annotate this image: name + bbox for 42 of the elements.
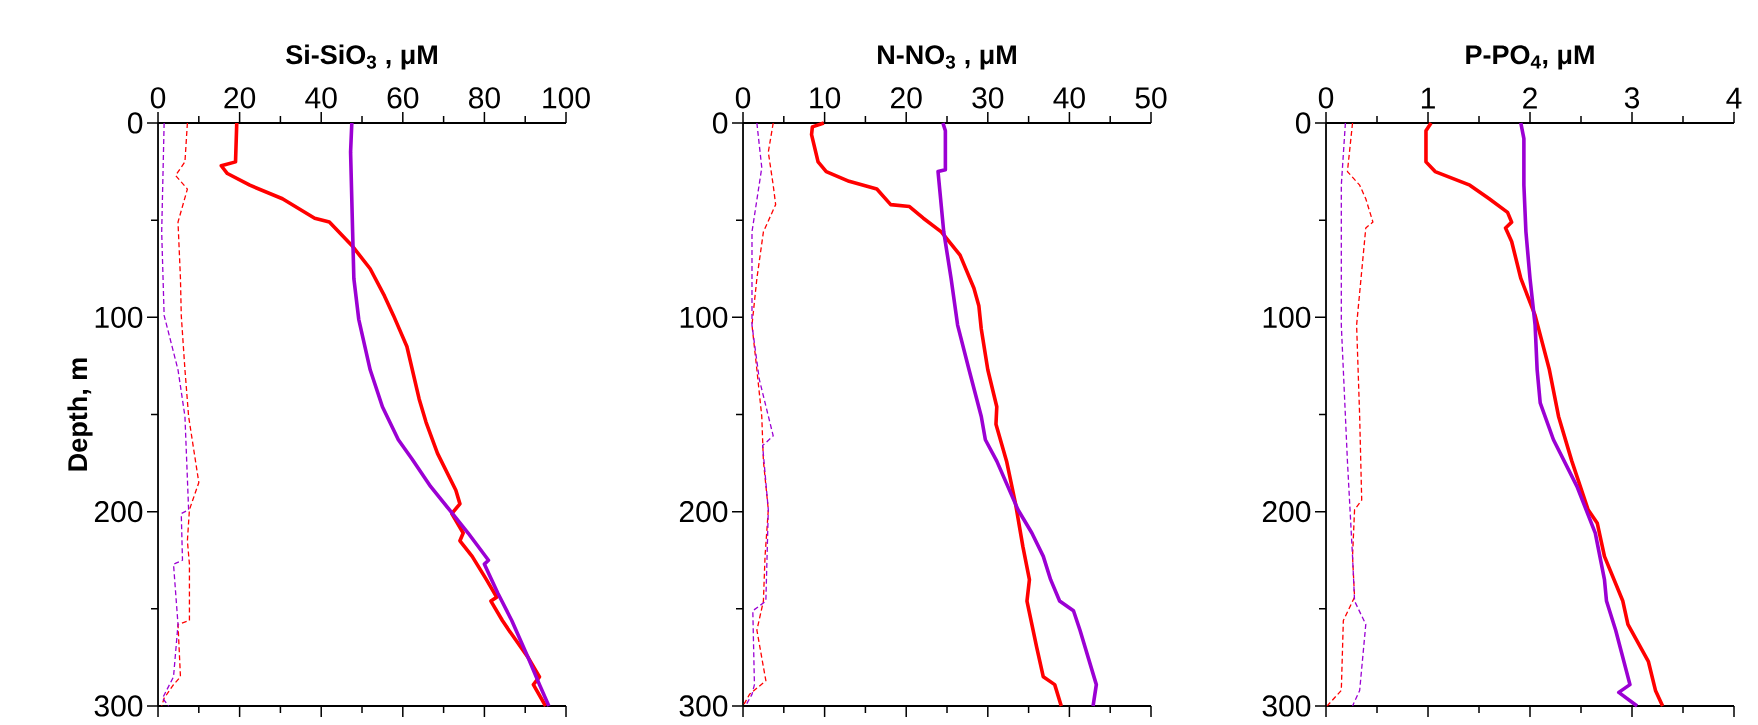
x-tick-label: 0 — [1318, 87, 1334, 109]
y-tick-label: 100 — [1263, 306, 1311, 328]
line-series — [161, 122, 200, 707]
x-tick-label: 0 — [150, 87, 166, 109]
line-series — [1519, 121, 1639, 708]
y-axis-title: Depth, m — [67, 358, 93, 471]
line-series — [219, 121, 548, 708]
line-series — [809, 121, 1064, 708]
x-axis-title: P-PO$_{4}$, μM — [1466, 45, 1594, 70]
y-tick-label: 100 — [95, 306, 143, 328]
x-tick-label: 3 — [1624, 87, 1640, 109]
line-series — [348, 121, 551, 708]
y-tick-label: 200 — [1262, 501, 1311, 523]
x-tick-label: 20 — [891, 87, 922, 109]
line-series — [1424, 121, 1665, 708]
y-tick-label: 0 — [712, 112, 728, 134]
x-tick-label: 10 — [810, 87, 841, 109]
x-tick-label: 40 — [1053, 87, 1085, 109]
line-series — [936, 121, 1099, 708]
x-tick-label: 0 — [735, 87, 751, 109]
x-tick-label: 1 — [1421, 87, 1435, 109]
x-axis-title: N-NO$_{3}$ , μM — [878, 45, 1016, 70]
x-tick-label: 30 — [972, 87, 1004, 109]
line-series — [161, 122, 190, 707]
y-tick-label: 300 — [94, 695, 143, 717]
x-tick-label: 80 — [469, 87, 500, 109]
y-tick-label: 0 — [127, 112, 143, 134]
x-tick-label: 2 — [1523, 87, 1537, 109]
x-tick-label: 50 — [1135, 87, 1167, 109]
x-axis-title: Si-SiO$_{3}$ , μM — [286, 44, 437, 70]
y-tick-label: 300 — [1262, 695, 1311, 717]
x-tick-label: 20 — [224, 87, 256, 109]
y-tick-label: 200 — [679, 501, 728, 523]
y-tick-label: 200 — [94, 501, 143, 523]
x-tick-label: 40 — [305, 87, 337, 109]
x-tick-label: 60 — [387, 87, 419, 109]
x-tick-label: 4 — [1726, 87, 1742, 109]
y-tick-label: 300 — [679, 695, 728, 717]
line-series — [1340, 122, 1367, 707]
y-tick-label: 100 — [680, 306, 728, 328]
y-tick-label: 0 — [1295, 112, 1311, 134]
x-tick-label: 100 — [543, 87, 590, 109]
